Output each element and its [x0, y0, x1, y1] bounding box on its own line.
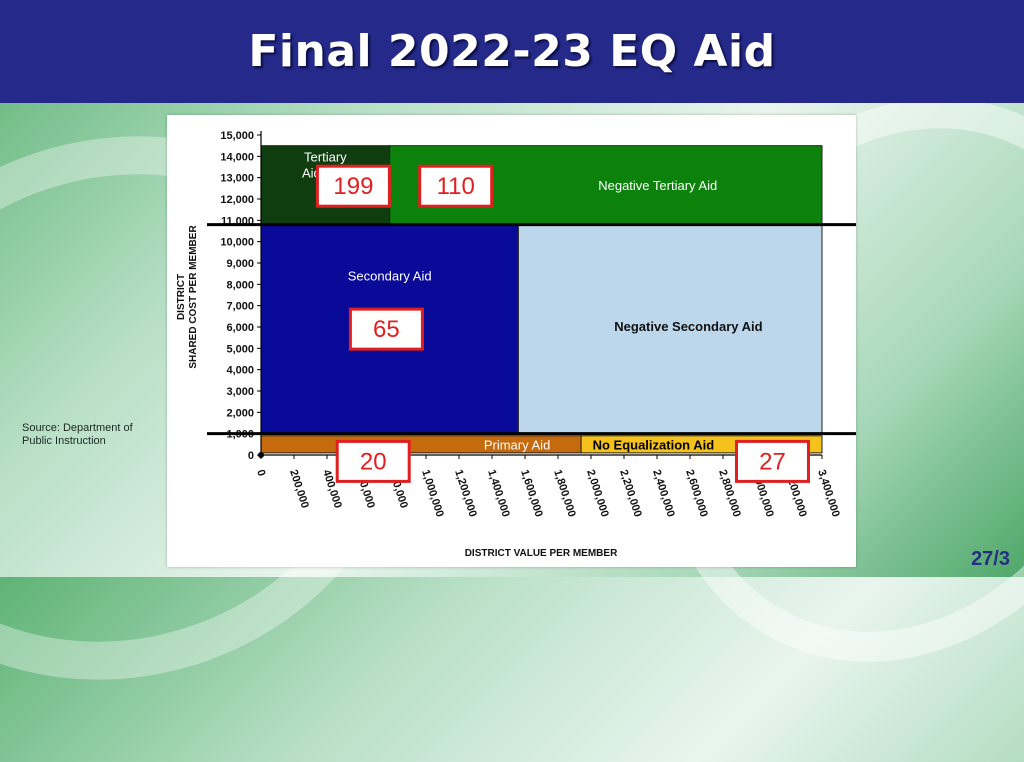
- page-number: 27/3: [971, 548, 1010, 570]
- y-tick-label: 10,000: [220, 237, 254, 249]
- y-tick-label: 2,000: [226, 407, 254, 419]
- y-tick-label: 8,000: [226, 279, 254, 291]
- count-value-primary-aid: 20: [360, 448, 387, 475]
- count-value-no-equalization-aid: 27: [759, 448, 786, 475]
- count-box-negative-tertiary-aid: [418, 164, 494, 208]
- y-axis-label-line2: SHARED COST PER MEMBER: [188, 225, 199, 369]
- count-value-negative-tertiary-aid: 110: [437, 173, 475, 200]
- x-tick-label: 1,200,000: [452, 468, 479, 518]
- y-tick-label: 0: [248, 450, 254, 462]
- x-tick-label: 0: [254, 468, 267, 478]
- region-label-primary-aid: Primary Aid: [484, 437, 550, 452]
- y-tick-label: 6,000: [226, 322, 254, 334]
- x-tick-label: 2,600,000: [683, 468, 710, 518]
- y-tick-label: 13,000: [220, 173, 254, 185]
- region-label-no-equalization-aid: No Equalization Aid: [593, 437, 715, 452]
- count-box-secondary-aid: [348, 307, 424, 351]
- count-box-primary-aid: [335, 439, 411, 483]
- x-tick-label: 2,400,000: [650, 468, 677, 518]
- y-tick-label: 9,000: [226, 258, 254, 270]
- y-tick-label: 7,000: [226, 301, 254, 313]
- x-tick-label: 2,200,000: [617, 468, 644, 518]
- region-label-negative-tertiary-aid: Negative Tertiary Aid: [598, 178, 717, 193]
- x-tick-label: 1,000,000: [419, 468, 446, 518]
- y-tick-label: 4,000: [226, 365, 254, 377]
- y-tick-label: 5,000: [226, 343, 254, 355]
- x-tick-label: 200,000: [287, 468, 311, 510]
- region-label-secondary-aid: Secondary Aid: [348, 269, 432, 284]
- title-bar: Final 2022-23 EQ Aid: [0, 0, 1024, 103]
- slide-title: Final 2022-23 EQ Aid: [248, 26, 776, 77]
- y-tick-label: 3,000: [226, 386, 254, 398]
- x-tick-label: 1,800,000: [551, 468, 578, 518]
- count-box-tertiary-aid: [315, 164, 391, 208]
- count-box-no-equalization-aid: [735, 439, 810, 483]
- chart-panel: 01,0002,0003,0004,0005,0006,0007,0008,00…: [167, 115, 856, 567]
- x-tick-label: 1,400,000: [485, 468, 512, 518]
- y-axis-label-line1: DISTRICT: [176, 274, 187, 320]
- source-note: Source: Department of Public Instruction: [22, 422, 133, 447]
- region-label-negative-secondary-aid: Negative Secondary Aid: [614, 319, 762, 334]
- equalization-aid-chart: 01,0002,0003,0004,0005,0006,0007,0008,00…: [176, 130, 856, 559]
- x-tick-label: 2,000,000: [584, 468, 611, 518]
- x-tick-label: 1,600,000: [518, 468, 545, 518]
- y-tick-label: 15,000: [220, 130, 254, 142]
- x-tick-label: 3,400,000: [815, 468, 842, 518]
- region-negative-secondary-aid: [517, 224, 823, 435]
- y-tick-label: 12,000: [220, 194, 254, 206]
- count-value-secondary-aid: 65: [373, 316, 400, 343]
- x-axis-label: DISTRICT VALUE PER MEMBER: [465, 548, 618, 559]
- y-tick-label: 14,000: [220, 151, 254, 163]
- count-value-tertiary-aid: 199: [333, 173, 373, 200]
